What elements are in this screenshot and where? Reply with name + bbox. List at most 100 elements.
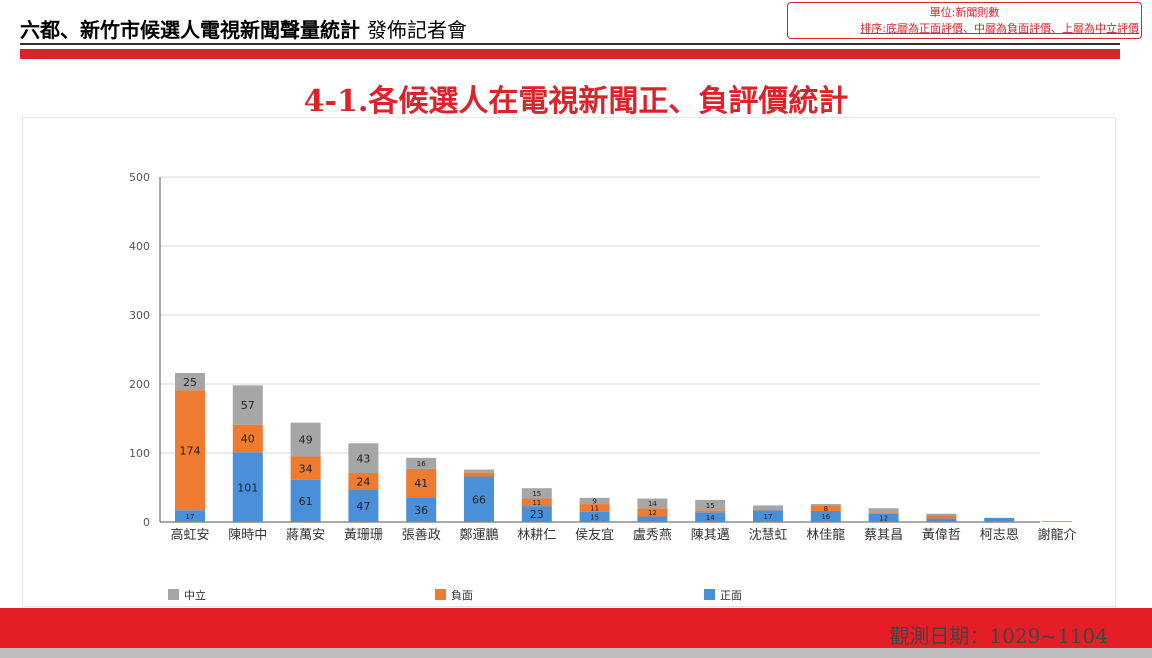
bar-segment-negative: [348, 473, 379, 490]
x-tick-label: 林佳龍: [806, 527, 845, 543]
bar-segment-negative: [868, 512, 899, 514]
bar-data-label: 40: [241, 433, 255, 446]
bar-segment-neutral: [290, 422, 321, 457]
x-tick-label: 鄭運鵬: [459, 528, 498, 543]
header-title: 六都、新竹市候選人電視新聞聲量統計 發佈記者會: [20, 14, 467, 43]
bar-segment-negative: [290, 456, 321, 480]
bar-segment-positive: [175, 510, 205, 522]
bar-data-label: 47: [356, 500, 370, 513]
bar-segment-positive: [521, 506, 552, 522]
header-subtitle: 發佈記者會: [366, 18, 467, 42]
bar-data-label: 36: [414, 504, 428, 517]
bar-data-label: 17: [186, 513, 195, 521]
bar-segment-positive: [348, 489, 379, 522]
bar-data-label: 174: [180, 444, 201, 457]
y-tick-label: 0: [143, 516, 150, 529]
y-tick-label: 200: [129, 378, 150, 391]
chart-title: 4-1.各候選人在電視新聞正、負評價統計: [303, 84, 849, 119]
bar-data-label: 14: [706, 514, 715, 522]
bar-data-label: 57: [241, 399, 255, 412]
footer-red-bar: [0, 608, 1152, 648]
x-tick-label: 盧秀燕: [633, 528, 672, 543]
x-tick-label: 張善政: [402, 527, 441, 543]
x-tick-label: 蔣萬安: [286, 528, 325, 543]
x-tick-label: 柯志恩: [980, 528, 1019, 543]
x-tick-label: 陳時中: [228, 528, 267, 543]
y-tick-label: 400: [129, 240, 150, 253]
bar-segment-positive: [984, 517, 1015, 522]
bar-segment-negative: [753, 509, 783, 511]
chart-frame: [22, 117, 1116, 607]
bar-data-label: 9: [592, 498, 596, 506]
bar-data-label: 12: [879, 515, 888, 523]
x-tick-label: 林耕仁: [517, 527, 556, 543]
bar-segment-positive: [464, 476, 494, 522]
bar-data-label: 43: [356, 452, 370, 465]
observation-date: 觀測日期：1029~1104: [889, 624, 1108, 648]
bar-segment-negative: [810, 505, 841, 511]
y-tick-label: 300: [129, 309, 150, 322]
bar-data-label: 15: [590, 513, 599, 521]
bar-data-label: 24: [356, 475, 370, 488]
bar-segment-positive: [753, 510, 783, 522]
unit-note-line1: 單位:新聞則數: [929, 6, 1000, 19]
header-red-bar: [20, 49, 1120, 59]
bar-data-label: 61: [299, 495, 313, 508]
bar-segment-positive: [926, 518, 957, 522]
bar-segment-positive: [695, 512, 726, 522]
bar-segment-negative: [232, 424, 263, 453]
bar-segment-negative: [521, 498, 552, 507]
bar-segment-negative: [579, 504, 610, 512]
x-tick-label: 侯友宜: [575, 527, 614, 543]
x-tick-label: 謝龍介: [1037, 527, 1076, 543]
bar-data-label: 12: [648, 509, 657, 517]
bar-data-label: 8: [824, 505, 828, 513]
bar-segment-negative: [175, 390, 205, 511]
bar-segment-neutral: [232, 385, 263, 425]
bar-data-label: 34: [299, 462, 313, 475]
bar-data-label: 41: [414, 477, 428, 490]
legend-label: 正面: [720, 589, 742, 602]
bar-data-label: 16: [821, 513, 830, 521]
bar-segment-positive: [868, 513, 899, 522]
bar-segment-negative: [406, 468, 437, 498]
bar-segment-positive: [232, 452, 263, 522]
bar-segment-neutral: [348, 443, 379, 474]
stacked-bar-chart: 0 100 200 300 400 500 17 174 25 高虹安 101 40 57 陳時中 61 34…: [129, 171, 1077, 602]
footer-gray-bar: [0, 648, 1152, 658]
legend-label: 負面: [451, 589, 473, 602]
bar-data-label: 11: [590, 505, 599, 513]
bar-data-label: 101: [237, 481, 258, 494]
bar-segment-neutral: [464, 469, 494, 473]
bar-segment-neutral: [579, 497, 610, 505]
bar-segment-positive: [637, 516, 668, 522]
legend-swatch: [168, 589, 179, 600]
bar-data-label: 17: [764, 513, 773, 521]
header-rule: [20, 43, 1120, 45]
x-tick-label: 黃珊珊: [344, 528, 383, 543]
y-tick-label: 500: [129, 171, 150, 184]
bar-segment-positive: [406, 497, 437, 522]
bar-segment-neutral: [521, 488, 552, 499]
bar-segment-neutral: [926, 513, 957, 516]
bar-segment-positive: [290, 479, 321, 522]
bar-data-label: 15: [532, 490, 541, 498]
unit-note-line2: 排序:底層為正面評價、中層為負面評價、上層為中立評價: [860, 22, 1139, 35]
legend-label: 中立: [184, 588, 206, 602]
bar-segment-neutral: [695, 499, 726, 511]
bar-segment-negative: [637, 508, 668, 517]
bar-data-label: 15: [706, 502, 715, 510]
bar-segment-positive: [810, 510, 841, 522]
bar-segment-neutral: [637, 498, 668, 509]
bar-segment-positive: [1042, 521, 1072, 522]
bar-data-label: 49: [299, 434, 313, 447]
bar-data-label: 25: [183, 376, 197, 389]
bar-data-label: 16: [417, 460, 426, 468]
bar-data-label: 11: [532, 499, 541, 507]
bar-data-label: 66: [472, 493, 486, 506]
x-tick-label: 沈慧虹: [748, 527, 787, 543]
bar-data-label: 14: [648, 500, 657, 508]
bar-segment-neutral: [406, 457, 437, 469]
legend-swatch: [704, 589, 715, 600]
x-tick-label: 陳其邁: [691, 528, 730, 543]
